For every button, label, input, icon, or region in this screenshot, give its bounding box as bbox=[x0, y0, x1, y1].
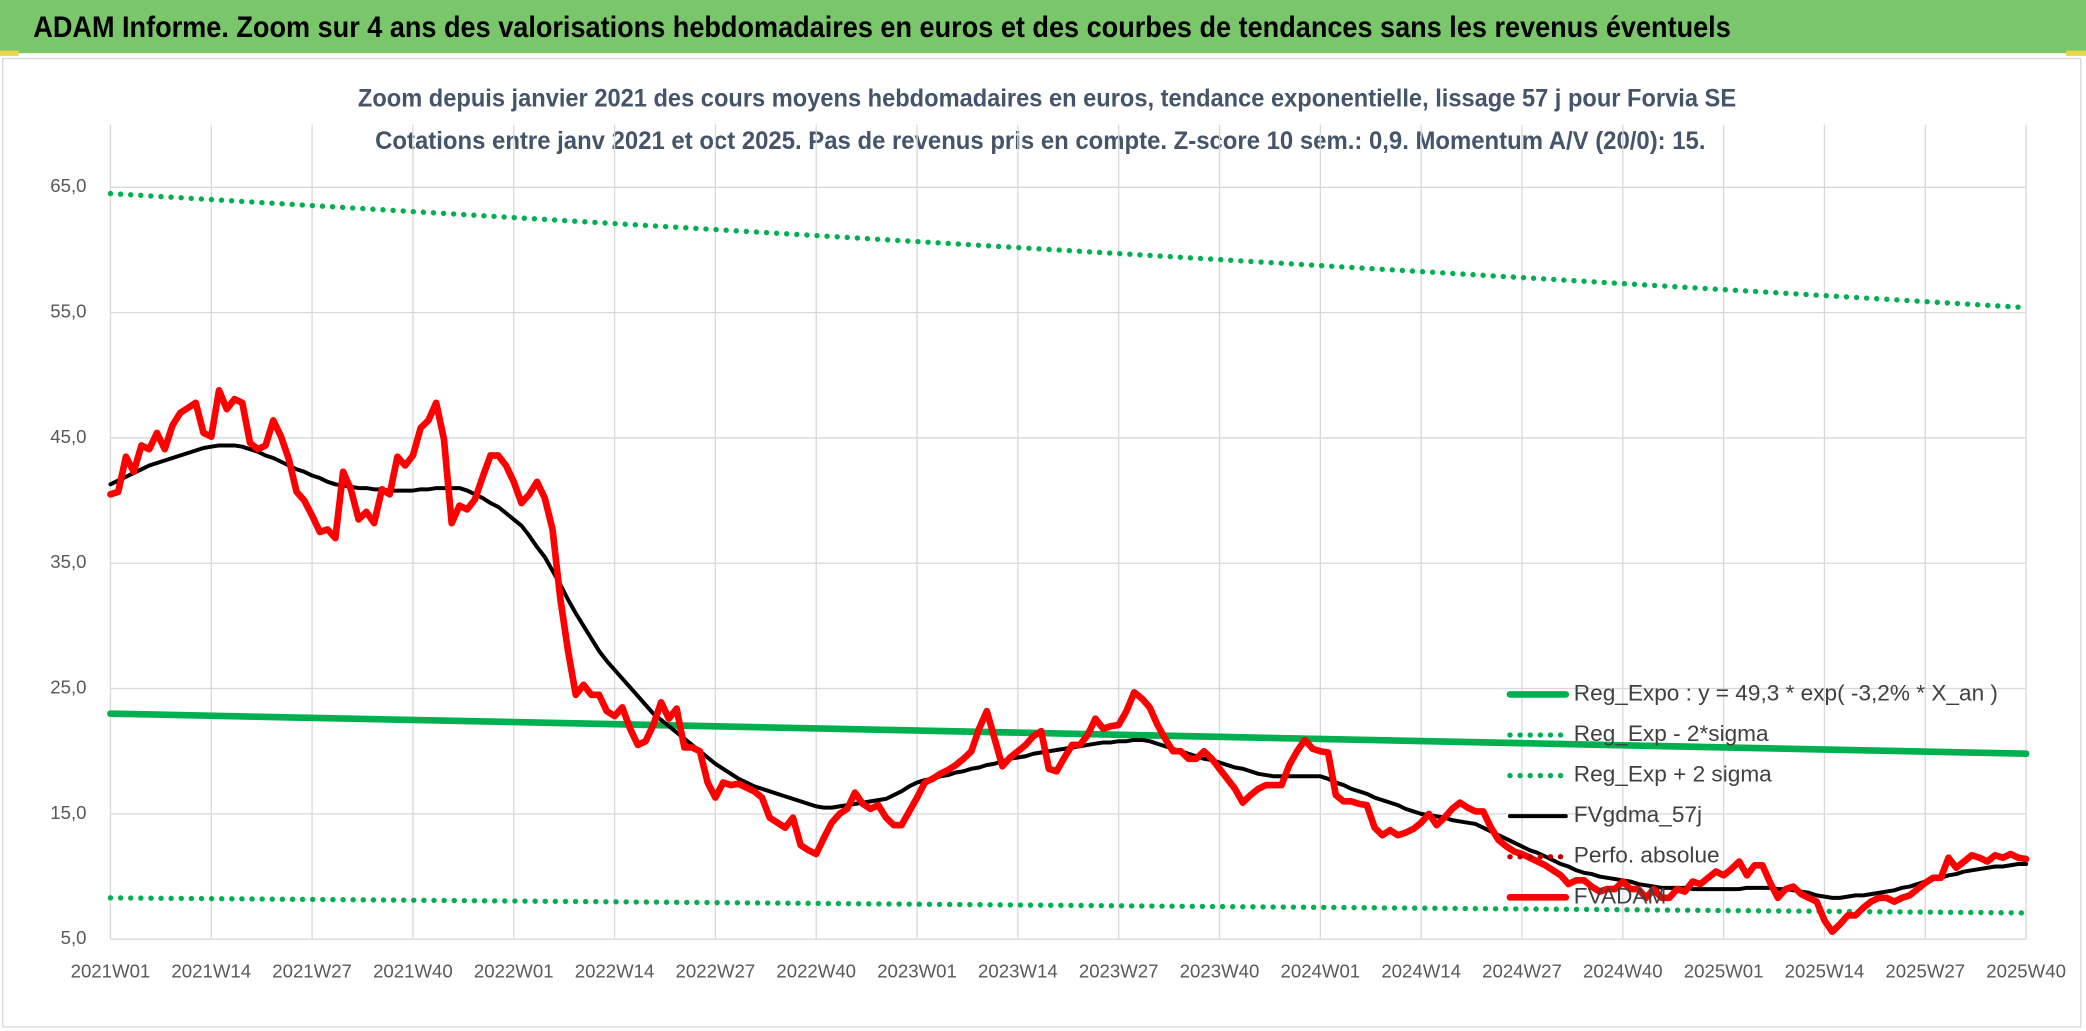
x-tick-label: 2025W01 bbox=[1684, 960, 1764, 981]
plot bbox=[107, 190, 2030, 936]
legend-label: FVADAM bbox=[1574, 883, 1667, 908]
y-tick-label: 45,0 bbox=[50, 426, 86, 447]
series-line bbox=[107, 895, 2029, 916]
x-tick-label: 2021W40 bbox=[373, 960, 453, 981]
y-tick-label: 65,0 bbox=[50, 175, 86, 196]
legend-label: Reg_Exp + 2 sigma bbox=[1574, 762, 1772, 787]
x-tick-label: 2025W27 bbox=[1885, 960, 1965, 981]
chart-title: Zoom depuis janvier 2021 des cours moyen… bbox=[358, 84, 1736, 112]
x-tick-label: 2024W40 bbox=[1583, 960, 1663, 981]
series-line bbox=[107, 386, 2030, 936]
header-accent bbox=[0, 50, 19, 56]
header-accent bbox=[2066, 50, 2086, 56]
x-tick-label: 2024W14 bbox=[1381, 960, 1461, 981]
page-title: ADAM Informe. Zoom sur 4 ans des valoris… bbox=[33, 12, 1730, 44]
header-bar bbox=[0, 0, 2086, 54]
x-tick-label: 2023W27 bbox=[1079, 960, 1159, 981]
legend-label: FVgdma_57j bbox=[1574, 802, 1702, 827]
y-tick-label: 55,0 bbox=[50, 301, 86, 322]
x-tick-label: 2023W14 bbox=[978, 960, 1058, 981]
x-tick-label: 2022W27 bbox=[676, 960, 756, 981]
series-line bbox=[107, 190, 2029, 311]
x-tick-label: 2022W01 bbox=[474, 960, 554, 981]
x-tick-label: 2024W01 bbox=[1281, 960, 1361, 981]
y-tick-label: 35,0 bbox=[50, 551, 86, 572]
x-tick-label: 2022W14 bbox=[575, 960, 655, 981]
y-tick-label: 15,0 bbox=[50, 802, 86, 823]
x-tick-label: 2021W14 bbox=[171, 960, 251, 981]
series-line bbox=[107, 710, 2030, 758]
x-tick-label: 2023W40 bbox=[1180, 960, 1260, 981]
x-tick-label: 2024W27 bbox=[1482, 960, 1562, 981]
legend-label: Perfo. absolue bbox=[1574, 843, 1720, 868]
x-tick-label: 2022W40 bbox=[776, 960, 856, 981]
legend-label: Reg_Exp - 2*sigma bbox=[1574, 721, 1769, 746]
y-tick-label: 25,0 bbox=[50, 676, 86, 697]
y-tick-label: 5,0 bbox=[61, 927, 87, 948]
x-tick-label: 2021W27 bbox=[272, 960, 352, 981]
grid: 5,0 15,0 25,0 35,0 45,0 55,0 65,0 2021W01 2021W1… bbox=[50, 124, 2066, 981]
legend: Reg_Expo : y = 49,3 * exp( -3,2% * X_an … bbox=[1506, 680, 1998, 908]
x-tick-label: 2025W40 bbox=[1986, 960, 2066, 981]
legend-label: Reg_Expo : y = 49,3 * exp( -3,2% * X_an … bbox=[1574, 680, 1998, 705]
x-tick-label: 2021W01 bbox=[71, 960, 151, 981]
chart-subtitle: Cotations entre janv 2021 et oct 2025. P… bbox=[375, 127, 1705, 155]
x-tick-label: 2023W01 bbox=[877, 960, 957, 981]
x-tick-label: 2025W14 bbox=[1785, 960, 1865, 981]
chart-frame bbox=[2, 57, 2082, 1028]
